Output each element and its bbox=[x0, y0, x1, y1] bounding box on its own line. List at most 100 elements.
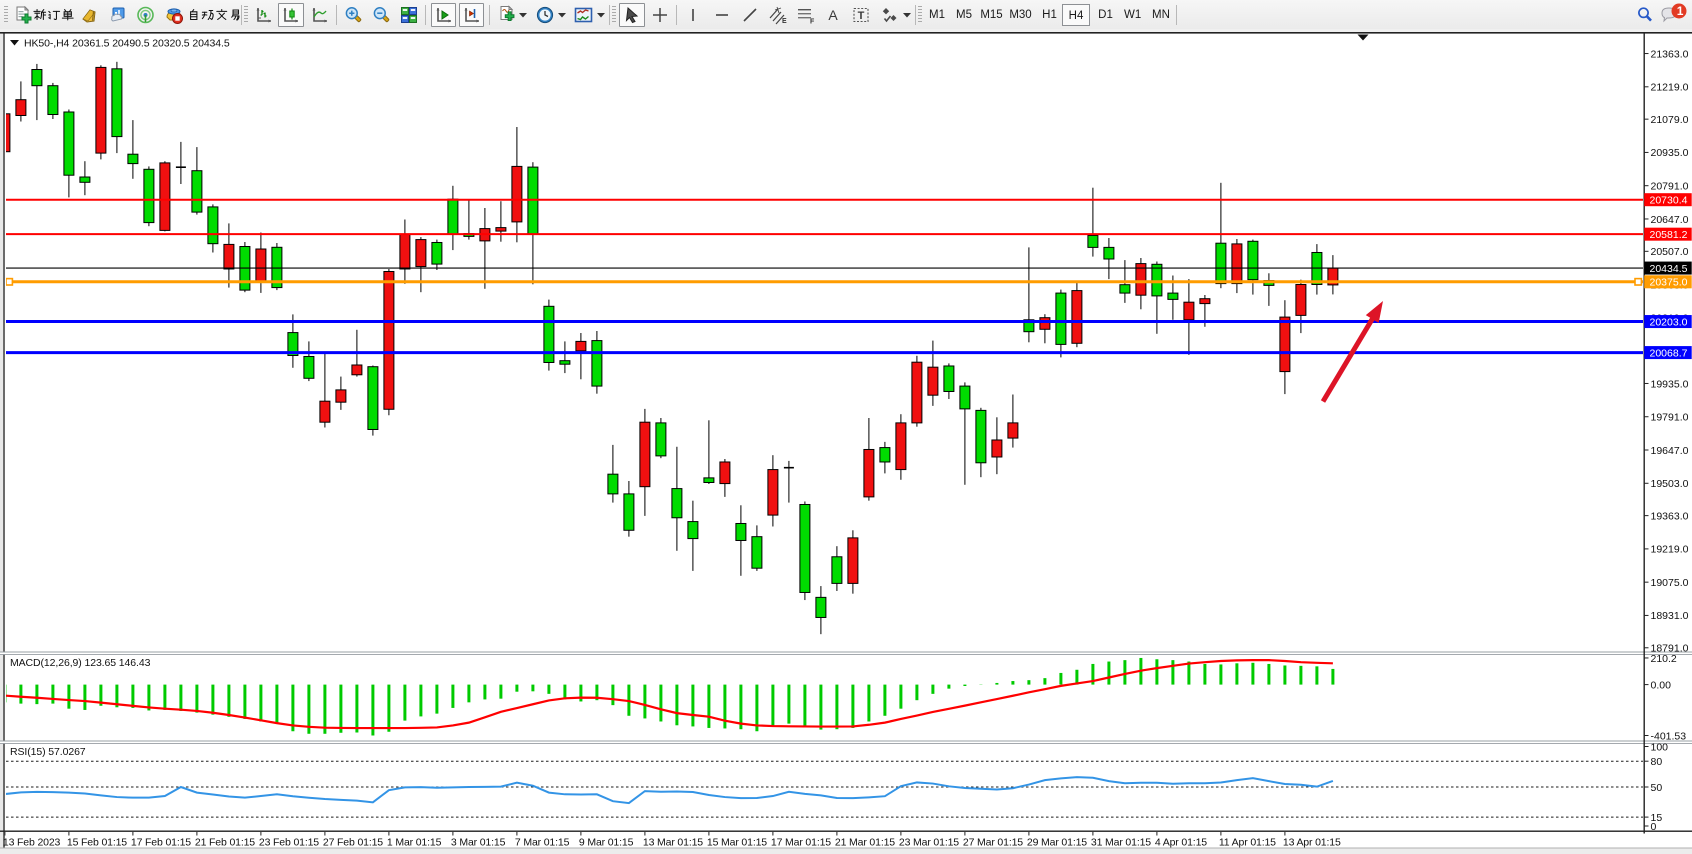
trendline-tool-icon[interactable] bbox=[742, 4, 758, 26]
candle-39[interactable] bbox=[623, 480, 635, 537]
arrows-tool-icon[interactable] bbox=[881, 4, 899, 26]
candle-10[interactable] bbox=[159, 161, 171, 232]
chart-shift-button[interactable] bbox=[459, 3, 484, 27]
zoom-out-icon[interactable] bbox=[372, 4, 391, 26]
new-order-button-label[interactable] bbox=[33, 4, 75, 26]
templates-dropdown-icon[interactable] bbox=[597, 4, 605, 26]
candle-13[interactable] bbox=[207, 204, 219, 253]
candle-74[interactable] bbox=[1183, 279, 1195, 355]
candle-24[interactable] bbox=[383, 268, 395, 416]
candle-77[interactable] bbox=[1231, 238, 1243, 294]
auto-scroll-button[interactable] bbox=[431, 3, 456, 27]
candle-11[interactable] bbox=[175, 141, 186, 185]
price-scale-border[interactable] bbox=[1643, 33, 1645, 834]
candle-66[interactable] bbox=[1055, 289, 1067, 358]
candle-45[interactable] bbox=[719, 458, 731, 497]
price-pane[interactable] bbox=[0, 61, 1643, 635]
candle-0[interactable] bbox=[0, 113, 11, 153]
candle-36[interactable] bbox=[575, 332, 587, 380]
symbol-dropdown-icon[interactable] bbox=[10, 40, 19, 46]
trend-arrow-line[interactable] bbox=[1320, 314, 1377, 403]
candle-55[interactable] bbox=[879, 441, 891, 474]
candle-34[interactable] bbox=[543, 299, 555, 371]
toolbar-grip[interactable] bbox=[918, 6, 922, 24]
line-chart-mode-icon[interactable] bbox=[311, 4, 329, 26]
crosshair-tool-icon[interactable] bbox=[651, 4, 669, 26]
candle-56[interactable] bbox=[895, 414, 907, 480]
candle-19[interactable] bbox=[303, 341, 315, 382]
periods-icon[interactable] bbox=[536, 4, 554, 26]
text-tool-button[interactable]: A bbox=[828, 7, 838, 23]
timeframe-button-w1[interactable]: W1 bbox=[1124, 9, 1142, 21]
candle-23[interactable] bbox=[367, 365, 379, 436]
candle-8[interactable] bbox=[127, 120, 139, 179]
hline-handle-left[interactable] bbox=[6, 277, 14, 286]
autotrading-button-label[interactable] bbox=[187, 4, 243, 26]
candle-4[interactable] bbox=[63, 109, 75, 198]
candle-20[interactable] bbox=[319, 351, 331, 428]
candle-9[interactable] bbox=[143, 166, 155, 227]
chart-shift-marker[interactable] bbox=[1357, 34, 1369, 41]
candle-50[interactable] bbox=[799, 501, 811, 601]
candle-18[interactable] bbox=[287, 314, 299, 368]
candle-1[interactable] bbox=[15, 81, 27, 122]
candle-21[interactable] bbox=[335, 376, 347, 410]
candle-43[interactable] bbox=[687, 500, 699, 571]
candle-32[interactable] bbox=[511, 127, 523, 243]
candle-37[interactable] bbox=[591, 330, 603, 394]
candle-35[interactable] bbox=[559, 341, 571, 374]
templates-icon[interactable] bbox=[574, 4, 593, 26]
toolbar-grip[interactable] bbox=[612, 6, 616, 24]
separator-macd-rsi[interactable] bbox=[0, 740, 1692, 742]
candle-71[interactable] bbox=[1135, 257, 1147, 310]
timeframe-button-d1[interactable]: D1 bbox=[1098, 9, 1113, 21]
candle-44[interactable] bbox=[703, 420, 715, 484]
candle-52[interactable] bbox=[831, 546, 843, 591]
candle-57[interactable] bbox=[911, 355, 923, 427]
candle-47[interactable] bbox=[751, 525, 763, 571]
separator-main-macd[interactable] bbox=[0, 651, 1692, 653]
autotrading-icon[interactable] bbox=[164, 4, 184, 26]
candle-3[interactable] bbox=[47, 82, 59, 119]
new-order-icon[interactable] bbox=[14, 4, 32, 26]
zoom-in-icon[interactable] bbox=[344, 4, 363, 26]
timeframe-button-mn[interactable]: MN bbox=[1152, 9, 1170, 21]
fibonacci-tool-icon[interactable]: F bbox=[797, 4, 816, 26]
candle-2[interactable] bbox=[31, 63, 43, 121]
candle-51[interactable] bbox=[815, 586, 827, 635]
tile-windows-icon[interactable] bbox=[400, 4, 418, 26]
candlestick-mode-button[interactable] bbox=[278, 3, 304, 27]
rsi-pane[interactable] bbox=[5, 760, 1643, 818]
chart-window-icon[interactable] bbox=[109, 4, 128, 26]
candle-42[interactable] bbox=[671, 446, 683, 551]
candle-38[interactable] bbox=[607, 444, 619, 503]
equidistant-channel-tool-icon[interactable]: E bbox=[769, 4, 788, 26]
candle-80[interactable] bbox=[1279, 300, 1291, 395]
text-label-tool-icon[interactable]: T bbox=[852, 4, 870, 26]
timeframe-button-m5[interactable]: M5 bbox=[956, 9, 972, 21]
vertical-line-tool-icon[interactable] bbox=[686, 4, 700, 26]
candle-65[interactable] bbox=[1039, 314, 1051, 344]
arrows-dropdown-icon[interactable] bbox=[903, 4, 911, 26]
candle-64[interactable] bbox=[1023, 247, 1035, 343]
market-watch-icon[interactable] bbox=[80, 4, 99, 26]
candle-53[interactable] bbox=[847, 530, 859, 594]
signals-icon[interactable] bbox=[136, 4, 155, 26]
timeframe-button-h4[interactable]: H4 bbox=[1062, 4, 1090, 26]
bar-chart-mode-icon[interactable] bbox=[255, 4, 273, 26]
candle-6[interactable] bbox=[95, 65, 107, 160]
timeframe-button-m15[interactable]: M15 bbox=[980, 9, 1003, 21]
candle-27[interactable] bbox=[431, 239, 443, 271]
candle-5[interactable] bbox=[79, 161, 91, 196]
candle-41[interactable] bbox=[655, 417, 667, 459]
candle-54[interactable] bbox=[863, 417, 875, 501]
horizontal-line-tool-icon[interactable] bbox=[714, 4, 730, 26]
periods-dropdown-icon[interactable] bbox=[558, 4, 566, 26]
candle-60[interactable] bbox=[959, 382, 971, 485]
candle-63[interactable] bbox=[1007, 394, 1019, 448]
candle-69[interactable] bbox=[1103, 238, 1115, 280]
indicators-icon[interactable] bbox=[497, 4, 517, 26]
candle-48[interactable] bbox=[767, 455, 779, 527]
cursor-tool-button[interactable] bbox=[619, 3, 645, 27]
